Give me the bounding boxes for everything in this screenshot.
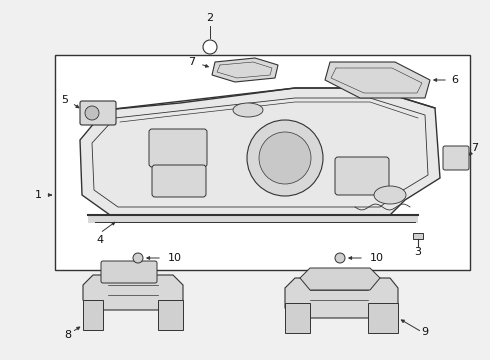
Circle shape [335,253,345,263]
Circle shape [247,120,323,196]
Text: 5: 5 [62,95,69,105]
Circle shape [85,106,99,120]
Text: 7: 7 [471,143,479,153]
Polygon shape [285,303,310,333]
Bar [88,215,418,223]
FancyBboxPatch shape [443,146,469,170]
Ellipse shape [233,103,263,117]
FancyBboxPatch shape [101,261,157,283]
Text: 4: 4 [97,235,103,245]
Polygon shape [83,275,183,310]
Text: 8: 8 [65,330,72,340]
Polygon shape [212,58,278,82]
Circle shape [133,253,143,263]
Polygon shape [368,303,398,333]
Polygon shape [83,300,103,330]
Polygon shape [300,268,380,290]
FancyBboxPatch shape [335,157,389,195]
Polygon shape [158,300,183,330]
FancyBboxPatch shape [80,101,116,125]
Polygon shape [325,62,430,98]
FancyBboxPatch shape [149,129,207,167]
Text: 3: 3 [415,247,421,257]
Bar [413,233,423,239]
Bar [55,55,470,270]
Circle shape [203,40,217,54]
Text: 10: 10 [168,253,182,263]
FancyBboxPatch shape [152,165,206,197]
Text: 1: 1 [34,190,42,200]
Circle shape [259,132,311,184]
Polygon shape [285,278,398,318]
Text: 7: 7 [189,57,196,67]
Text: 10: 10 [370,253,384,263]
Ellipse shape [374,186,406,204]
Text: 6: 6 [451,75,459,85]
Polygon shape [80,88,440,215]
Text: 9: 9 [421,327,429,337]
Text: 2: 2 [206,13,214,23]
